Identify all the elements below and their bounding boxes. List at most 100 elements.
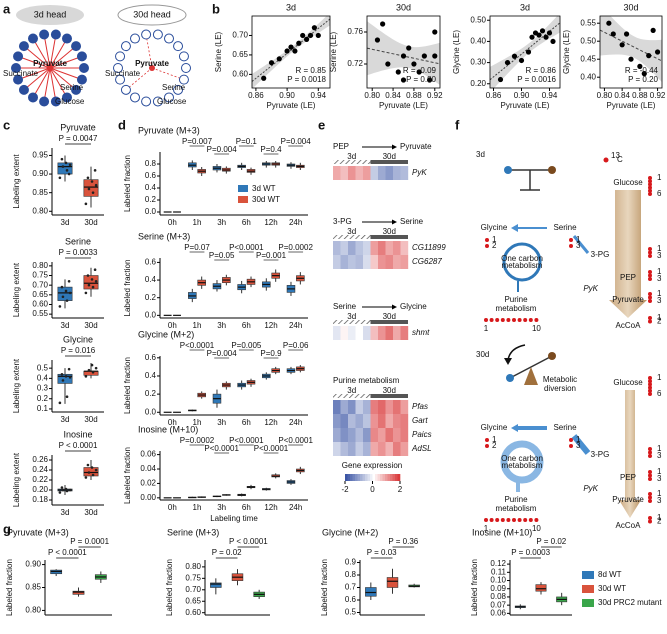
heat-cell <box>355 414 364 428</box>
colorbar-step <box>360 474 363 481</box>
node <box>113 63 123 73</box>
annotation: P = 0.80 <box>406 75 436 84</box>
colorbar-step <box>382 474 386 481</box>
heat-cell <box>340 166 349 180</box>
point <box>64 487 68 491</box>
p-value: P=0.0002 <box>278 243 313 252</box>
y-tick-label: 0.06 <box>140 450 156 459</box>
carbon-count: 2 <box>492 441 497 450</box>
heat-cell <box>340 428 349 442</box>
carbon-dot <box>485 238 489 242</box>
edge <box>17 67 51 81</box>
carbon-count: 1 <box>657 313 662 322</box>
carbon-dot <box>569 244 573 248</box>
heat-cell <box>400 166 409 180</box>
gene-label: PyK <box>412 168 427 177</box>
p-value: P = 0.03 <box>367 548 397 557</box>
point <box>628 56 634 62</box>
point <box>60 372 64 376</box>
heat-cell <box>355 442 364 456</box>
chart-title: Inosine (M+10) <box>472 527 532 537</box>
y-tick-label: 0.0 <box>145 310 157 319</box>
heat-cell <box>378 241 386 255</box>
edge <box>49 38 68 69</box>
legend-label: 3d WT <box>252 184 276 193</box>
heat-cell <box>400 241 409 255</box>
y-tick-label: 0.04 <box>140 464 156 473</box>
point <box>395 69 401 75</box>
edge <box>32 67 51 98</box>
point <box>296 40 302 46</box>
x-tick-label: 12h <box>264 503 277 512</box>
chart-title: Glycine <box>63 334 93 344</box>
pathway-from: Serine <box>333 302 357 311</box>
point <box>68 376 72 379</box>
y-tick-label: 0.60 <box>232 69 248 78</box>
x-tick-label: 24h <box>289 503 302 512</box>
p-value: P<0.0001 <box>254 444 289 453</box>
carbon-count: 3 <box>657 274 662 283</box>
carbon-count: 1 <box>576 235 581 244</box>
p-value: P=0.06 <box>283 341 309 350</box>
carbon-dot <box>648 388 652 393</box>
node <box>39 29 50 40</box>
carbon-count: 3 <box>657 474 662 483</box>
panel-label: d <box>118 117 126 132</box>
point <box>67 367 71 371</box>
node <box>181 63 191 73</box>
carbon-dot <box>648 185 652 190</box>
point <box>68 163 72 167</box>
heat-cell <box>370 326 379 340</box>
colorbar-step <box>375 474 378 481</box>
y-axis-label: Labeled fraction <box>123 447 132 504</box>
heat-cell <box>385 241 394 255</box>
y-tick-label: 0.2 <box>145 195 157 204</box>
y-tick-label: 0.90 <box>32 169 48 178</box>
point <box>546 30 553 36</box>
y-tick-label: 0.07 <box>490 600 506 609</box>
point <box>300 32 306 39</box>
point <box>61 488 65 492</box>
node <box>141 29 152 40</box>
legend-swatch <box>238 185 248 192</box>
heat-cell <box>333 241 341 255</box>
box <box>210 582 222 588</box>
point <box>400 77 407 83</box>
node <box>164 92 174 103</box>
point <box>518 57 525 64</box>
legend-label: 8d WT <box>598 570 622 579</box>
p-value: P=0.001 <box>256 251 287 260</box>
node <box>62 92 72 103</box>
heat-cell <box>393 400 401 414</box>
x-tick-label: 0.84 <box>614 91 630 100</box>
panel-label: c <box>3 117 10 132</box>
heat-cell <box>393 255 401 269</box>
x-tick-label: 0.88 <box>406 91 422 100</box>
isotope-mass: 13 <box>611 151 620 160</box>
carbon-dot <box>648 319 652 324</box>
carbon-count: 6 <box>657 389 662 398</box>
carbon-dot <box>648 447 652 451</box>
metabolite: PEP <box>620 473 636 482</box>
serine-branch <box>572 235 590 254</box>
point <box>84 476 88 479</box>
carbon-count: 3 <box>657 251 662 260</box>
p-value: P=0.007 <box>182 137 213 146</box>
x-tick-label: 3h <box>217 218 226 227</box>
group-bar <box>370 394 408 398</box>
point <box>432 29 438 35</box>
x-tick-label: 6h <box>242 503 251 512</box>
y-tick-label: 0.80 <box>32 261 48 270</box>
y-axis-label: Serine (LE) <box>214 31 223 72</box>
purine-label: Purine <box>504 495 528 504</box>
p-value: P=0.1 <box>236 137 258 146</box>
x-tick-label: 30d <box>84 415 97 424</box>
y-tick-label: 0.18 <box>32 495 48 504</box>
point <box>86 176 90 180</box>
y-tick-label: 0.24 <box>32 465 48 474</box>
arrow-head <box>511 224 518 232</box>
heat-cell <box>378 428 386 442</box>
point <box>311 25 317 31</box>
y-tick-label: 0.90 <box>25 560 41 569</box>
fit-line <box>600 29 662 62</box>
